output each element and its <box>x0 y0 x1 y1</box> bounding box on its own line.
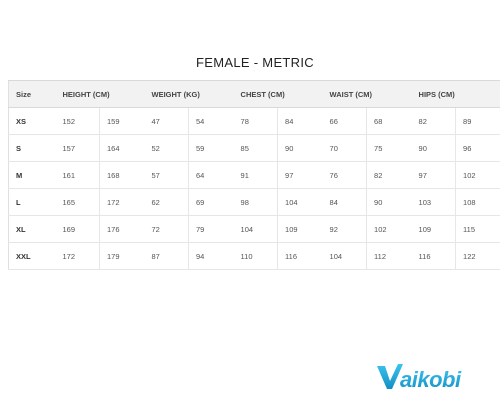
value-cell: 172 <box>55 242 100 270</box>
value-cell: 98 <box>233 188 278 216</box>
table-body: XS 152 159 47 54 78 84 66 68 82 89 S 157 164 52 59 85 90 7… <box>8 107 500 270</box>
value-cell: 122 <box>455 242 500 270</box>
value-cell: 70 <box>322 134 367 162</box>
value-cell: 82 <box>411 107 456 135</box>
value-cell: 69 <box>188 188 234 216</box>
value-cell: 103 <box>411 188 456 216</box>
value-cell: 102 <box>455 161 500 189</box>
value-cell: 164 <box>98 134 145 162</box>
chest-column-header: CHEST (CM) <box>233 80 323 108</box>
value-cell: 116 <box>411 242 456 270</box>
value-cell: 66 <box>322 107 367 135</box>
value-cell: 52 <box>144 134 189 162</box>
table-row: L 165 172 62 69 98 104 84 90 103 108 <box>8 188 500 216</box>
hips-column-header: HIPS (CM) <box>411 80 500 108</box>
value-cell: 116 <box>277 242 323 270</box>
table-row: XL 169 176 72 79 104 109 92 102 109 115 <box>8 215 500 243</box>
value-cell: 104 <box>322 242 367 270</box>
value-cell: 78 <box>233 107 278 135</box>
value-cell: 96 <box>455 134 500 162</box>
size-cell: L <box>8 188 56 216</box>
value-cell: 92 <box>322 215 367 243</box>
value-cell: 84 <box>277 107 323 135</box>
value-cell: 47 <box>144 107 189 135</box>
table-row: XS 152 159 47 54 78 84 66 68 82 89 <box>8 107 500 135</box>
table-header-row: Size HEIGHT (CM) WEIGHT (KG) CHEST (CM) … <box>8 80 500 108</box>
value-cell: 165 <box>55 188 100 216</box>
size-chart-table: Size HEIGHT (CM) WEIGHT (KG) CHEST (CM) … <box>8 80 500 270</box>
value-cell: 75 <box>366 134 412 162</box>
value-cell: 108 <box>455 188 500 216</box>
value-cell: 76 <box>322 161 367 189</box>
value-cell: 85 <box>233 134 278 162</box>
value-cell: 91 <box>233 161 278 189</box>
value-cell: 157 <box>55 134 100 162</box>
table-row: XXL 172 179 87 94 110 116 104 112 116 122 <box>8 242 500 270</box>
height-column-header: HEIGHT (CM) <box>55 80 145 108</box>
size-cell: M <box>8 161 56 189</box>
value-cell: 62 <box>144 188 189 216</box>
value-cell: 90 <box>411 134 456 162</box>
value-cell: 112 <box>366 242 412 270</box>
value-cell: 161 <box>55 161 100 189</box>
value-cell: 115 <box>455 215 500 243</box>
page-title: FEMALE - METRIC <box>196 55 314 70</box>
value-cell: 97 <box>277 161 323 189</box>
value-cell: 172 <box>98 188 145 216</box>
table-row: M 161 168 57 64 91 97 76 82 97 102 <box>8 161 500 189</box>
value-cell: 104 <box>277 188 323 216</box>
size-cell: XL <box>8 215 56 243</box>
value-cell: 169 <box>55 215 100 243</box>
value-cell: 87 <box>144 242 189 270</box>
value-cell: 102 <box>366 215 412 243</box>
value-cell: 82 <box>366 161 412 189</box>
value-cell: 109 <box>277 215 323 243</box>
value-cell: 90 <box>366 188 412 216</box>
size-column-header: Size <box>8 80 56 108</box>
logo-wordmark: aikobi <box>400 367 462 392</box>
value-cell: 97 <box>411 161 456 189</box>
size-cell: S <box>8 134 56 162</box>
value-cell: 79 <box>188 215 234 243</box>
value-cell: 89 <box>455 107 500 135</box>
waist-column-header: WAIST (CM) <box>322 80 412 108</box>
vaikobi-logo: aikobi <box>377 364 462 392</box>
weight-column-header: WEIGHT (KG) <box>144 80 234 108</box>
value-cell: 110 <box>233 242 278 270</box>
logo-v-mark <box>377 364 403 389</box>
value-cell: 104 <box>233 215 278 243</box>
value-cell: 159 <box>98 107 145 135</box>
value-cell: 179 <box>98 242 145 270</box>
value-cell: 168 <box>98 161 145 189</box>
value-cell: 109 <box>411 215 456 243</box>
value-cell: 84 <box>322 188 367 216</box>
size-cell: XS <box>8 107 56 135</box>
value-cell: 72 <box>144 215 189 243</box>
value-cell: 57 <box>144 161 189 189</box>
value-cell: 54 <box>188 107 234 135</box>
size-cell: XXL <box>8 242 56 270</box>
value-cell: 68 <box>366 107 412 135</box>
value-cell: 90 <box>277 134 323 162</box>
value-cell: 64 <box>188 161 234 189</box>
value-cell: 176 <box>98 215 145 243</box>
table-row: S 157 164 52 59 85 90 70 75 90 96 <box>8 134 500 162</box>
value-cell: 94 <box>188 242 234 270</box>
value-cell: 59 <box>188 134 234 162</box>
value-cell: 152 <box>55 107 100 135</box>
